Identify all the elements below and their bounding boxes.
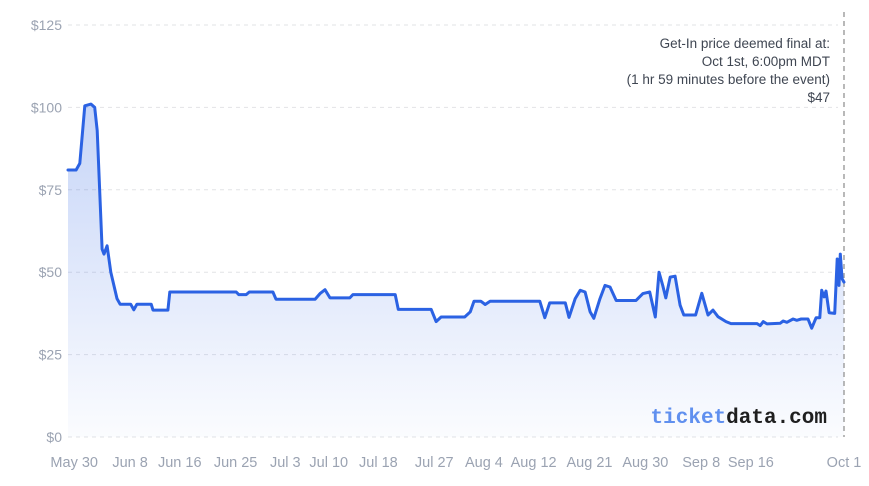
price-area-fill: [68, 104, 844, 437]
watermark-brand-primary: ticket: [650, 407, 727, 430]
x-axis-tick-label: Oct 1: [827, 455, 862, 471]
x-axis-tick-label: Jul 3: [270, 455, 301, 471]
x-axis-tick-label: May 30: [50, 455, 98, 471]
x-axis-tick-label: Sep 8: [682, 455, 720, 471]
x-axis-tick-label: Jul 18: [359, 455, 398, 471]
x-axis-tick-label: Jul 27: [415, 455, 454, 471]
x-axis-tick-label: Jun 16: [158, 455, 202, 471]
x-axis-tick-label: Aug 12: [511, 455, 557, 471]
y-axis-tick-label: $0: [46, 429, 62, 445]
get-in-price-annotation: Get-In price deemed final at: Oct 1st, 6…: [627, 35, 830, 107]
y-axis-tick-label: $125: [31, 17, 62, 33]
x-axis-tick-label: Sep 16: [728, 455, 774, 471]
x-axis-tick-label: Jul 10: [309, 455, 348, 471]
price-line: [66, 102, 846, 330]
x-axis-tick-label: Aug 4: [465, 455, 503, 471]
watermark-brand-secondary: data.com: [726, 407, 827, 430]
x-axis-tick-label: Aug 21: [566, 455, 612, 471]
x-axis-tick-label: Aug 30: [622, 455, 668, 471]
x-axis-tick-label: Jun 25: [214, 455, 258, 471]
y-axis-tick-label: $50: [39, 264, 63, 280]
y-axis-tick-label: $100: [31, 99, 62, 115]
ticketdata-watermark: ticketdata.com: [651, 407, 827, 430]
annotation-line-2: Oct 1st, 6:00pm MDT: [701, 54, 830, 69]
annotation-line-3: (1 hr 59 minutes before the event): [626, 72, 830, 87]
y-axis-tick-label: $25: [39, 347, 63, 363]
x-axis-tick-label: Jun 8: [112, 455, 147, 471]
y-axis-tick-label: $75: [39, 182, 63, 198]
annotation-final-price: $47: [807, 90, 830, 105]
annotation-line-1: Get-In price deemed final at:: [659, 36, 830, 51]
